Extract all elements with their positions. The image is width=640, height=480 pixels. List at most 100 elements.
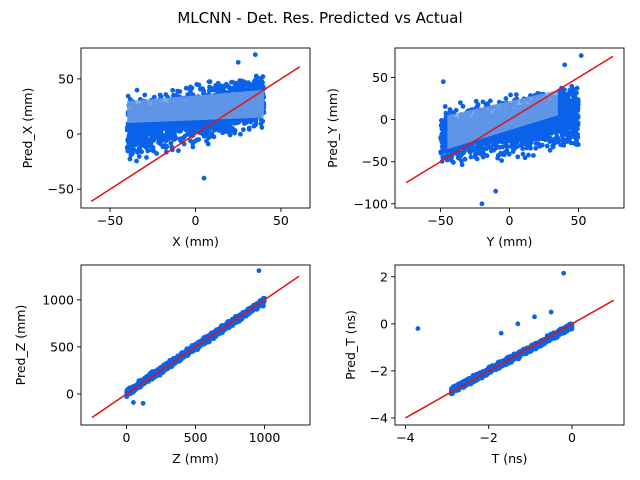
point-y-1980 — [564, 115, 570, 121]
point-x-1271 — [216, 85, 222, 91]
point-y-931 — [544, 143, 550, 149]
point-y-1604 — [513, 92, 519, 98]
point-x-1751 — [151, 130, 157, 136]
point-y-345 — [547, 147, 553, 153]
figure-title: MLCNN - Det. Res. Predicted vs Actual — [177, 9, 462, 27]
point-y-1976 — [572, 110, 578, 116]
point-y-1475 — [499, 158, 505, 163]
point-y-1767 — [568, 111, 574, 117]
point-y-1779 — [550, 124, 556, 130]
point-y-1955 — [533, 127, 539, 133]
point-y-1737 — [571, 119, 577, 125]
point-x-1675 — [216, 124, 222, 130]
point-y-1935 — [563, 132, 569, 138]
point-x-1673 — [157, 132, 163, 137]
point-y-1587 — [533, 145, 539, 151]
point-y-1882 — [501, 152, 507, 158]
point-x-1683 — [135, 127, 141, 133]
point-x-1024 — [223, 81, 229, 87]
point-x-1613 — [188, 89, 193, 94]
ytick-label-y-0: −100 — [354, 196, 388, 211]
point-x-1693 — [140, 125, 145, 130]
point-y-1959 — [545, 134, 551, 139]
point-y-1902 — [459, 158, 464, 164]
point-x-668 — [196, 82, 202, 88]
point-x-1739 — [125, 139, 131, 145]
point-x-1704 — [237, 117, 243, 123]
point-x-1794 — [188, 126, 194, 131]
point-y-1386 — [492, 139, 497, 145]
identity-line-x — [90, 66, 301, 203]
xtick-label-x-1: 0 — [192, 213, 200, 228]
point-y-1471 — [473, 98, 479, 104]
point-y-1480 — [547, 138, 553, 144]
point-x-1481 — [160, 135, 166, 141]
point-x-1744 — [178, 138, 184, 144]
point-y-1838 — [479, 139, 485, 145]
point-x-1764 — [183, 127, 189, 133]
point-y-1618 — [555, 135, 560, 141]
point-y-418 — [503, 96, 509, 101]
point-x-941 — [205, 141, 211, 147]
point-x-1379 — [170, 123, 176, 129]
point-y-1988 — [528, 126, 534, 131]
point-y-1552 — [480, 99, 486, 105]
point-x-569 — [125, 93, 131, 99]
point-x-1802 — [201, 175, 207, 181]
point-y-1948 — [500, 138, 506, 144]
point-y-1839 — [558, 142, 564, 148]
point-y-1303 — [451, 160, 456, 165]
point-y-1899 — [554, 129, 560, 135]
point-y-601 — [484, 153, 490, 159]
point-x-1785 — [198, 123, 204, 129]
point-x-1352 — [212, 124, 218, 130]
xtick-label-y-0: −50 — [427, 213, 453, 228]
point-y-1816 — [551, 117, 557, 123]
point-y-1584 — [531, 153, 536, 158]
point-x-1768 — [182, 121, 188, 126]
point-x-1803 — [235, 59, 241, 65]
point-y-938 — [568, 140, 574, 146]
point-x-1718 — [172, 133, 178, 139]
point-x-1660 — [190, 144, 196, 150]
point-y-1878 — [529, 134, 535, 140]
point-y-1577 — [562, 93, 568, 99]
point-y-1901 — [575, 99, 581, 105]
point-y-1302 — [460, 103, 466, 109]
point-x-672 — [157, 92, 163, 98]
point-y-1911 — [518, 142, 524, 148]
xlabel-y: Y (mm) — [486, 234, 533, 249]
point-y-1429 — [447, 109, 453, 114]
point-x-1677 — [139, 132, 145, 138]
point-x-1603 — [221, 124, 227, 130]
point-y-1516 — [504, 143, 509, 149]
point-x-1210 — [232, 128, 238, 133]
point-x-503 — [136, 154, 142, 159]
point-x-1405 — [175, 88, 181, 94]
point-x-1753 — [209, 87, 215, 93]
point-x-1046 — [136, 140, 142, 146]
point-y-1822 — [526, 152, 531, 158]
point-y-1804 — [528, 145, 533, 151]
point-x-1473 — [170, 87, 176, 93]
point-x-1671 — [142, 92, 148, 98]
point-y-1985 — [549, 130, 554, 136]
point-x-1766 — [232, 80, 238, 86]
point-x-618 — [151, 94, 157, 100]
point-y-704 — [462, 156, 468, 162]
ytick-label-y-2: 0 — [380, 112, 388, 127]
point-y-1871 — [563, 105, 569, 110]
point-y-1289 — [504, 147, 510, 153]
point-y-1983 — [515, 132, 521, 138]
point-y-1947 — [473, 151, 479, 157]
point-y-1918 — [469, 143, 475, 149]
point-x-1361 — [260, 74, 266, 79]
point-y-1833 — [571, 94, 577, 100]
point-x-1703 — [228, 86, 234, 92]
xtick-label-x-2: 50 — [273, 213, 289, 228]
xtick-label-x-0: −50 — [97, 213, 123, 228]
point-y-1853 — [474, 156, 480, 162]
point-x-693 — [182, 133, 188, 139]
